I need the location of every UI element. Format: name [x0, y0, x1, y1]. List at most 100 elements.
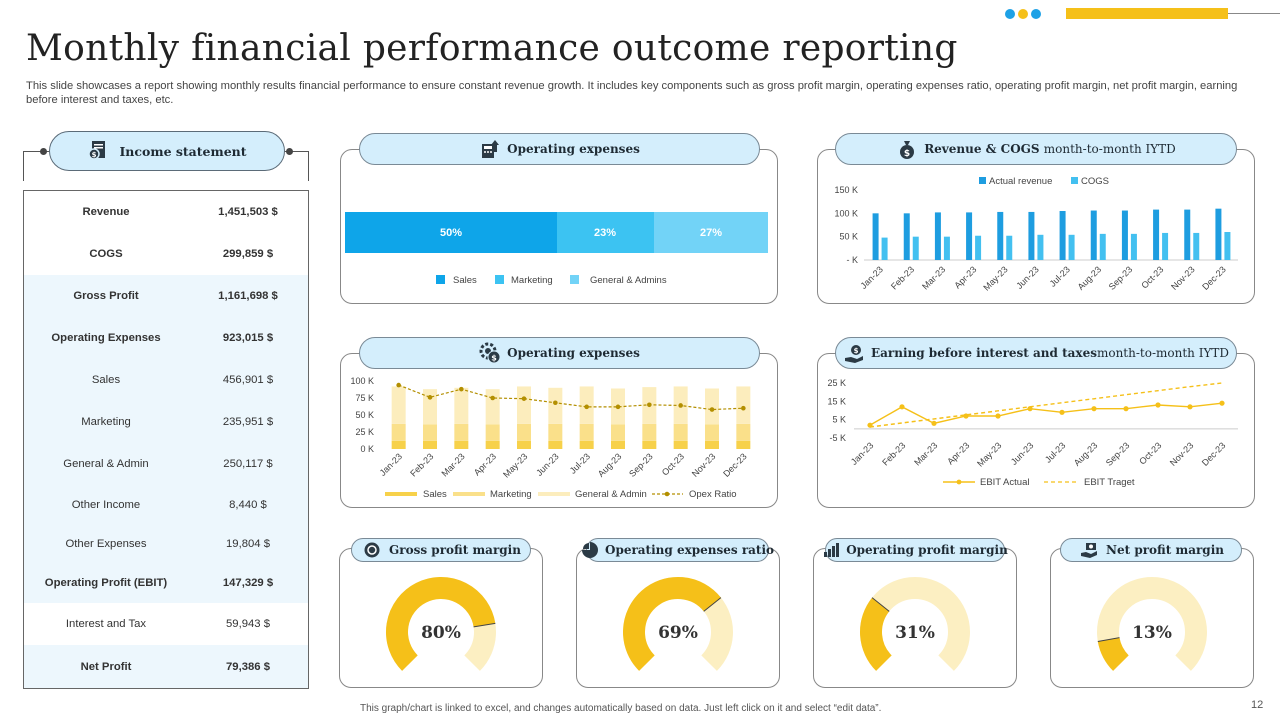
- opex-bar-segment-sales: [705, 440, 719, 449]
- y-tick-label: 15 K: [827, 396, 846, 406]
- y-tick-label: -5 K: [829, 433, 846, 443]
- legend-opex-ratio-marker: [664, 491, 670, 497]
- opex-ratio-header: Operating expenses ratio: [581, 538, 774, 562]
- deco-dot-1: [1005, 9, 1015, 19]
- table-row-value: 456,901 $: [222, 374, 274, 386]
- op-margin-panel: [813, 548, 1017, 688]
- opex-ratio-line: [398, 384, 744, 411]
- table-row-label: COGS: [89, 248, 123, 260]
- svg-text:$: $: [92, 151, 97, 159]
- donut-value-arc: [386, 577, 496, 671]
- deco-dot-2: [1018, 9, 1028, 19]
- opex-bar-segment-general: [391, 386, 406, 424]
- ebit-actual-point: [931, 420, 937, 426]
- table-row-value: 1,161,698 $: [218, 290, 278, 302]
- revenue-cogs-bar-cogs: [1037, 234, 1044, 260]
- table-row-shade: [24, 317, 308, 359]
- opex-bar-segment-marketing: [736, 423, 751, 441]
- income-statement-title: Income statement: [119, 143, 247, 159]
- table-row-label: Other Expenses: [65, 538, 147, 550]
- opex-ratio-panel: [576, 548, 780, 688]
- legend-marketing: Marketing: [511, 275, 553, 286]
- opex-ratio-point: [584, 404, 589, 410]
- revenue-cogs-bar-cogs: [1162, 232, 1169, 260]
- revenue-cogs-bar-revenue: [966, 212, 973, 260]
- legend-general: General & Admin: [575, 489, 647, 500]
- opex-ratio-point: [521, 396, 527, 401]
- revenue-cogs-bar-revenue: [1184, 209, 1191, 260]
- table-row-value: 235,951 $: [222, 416, 274, 428]
- y-tick-label: 25 K: [827, 378, 846, 388]
- x-tick-label: Nov-23: [1169, 264, 1197, 292]
- ebit-title: Earning before interest and taxes: [870, 346, 1097, 360]
- opex-share-header: Operating expenses: [359, 133, 760, 165]
- y-tick-label: 100 K: [834, 208, 858, 218]
- table-row-label: Gross Profit: [73, 290, 139, 302]
- table-row-label: Marketing: [81, 416, 131, 428]
- x-tick-label: Apr-23: [472, 451, 498, 477]
- svg-text:$: $: [904, 149, 910, 159]
- gross-margin-header: Gross profit margin: [351, 538, 531, 562]
- x-tick-label: Jun-23: [534, 451, 561, 478]
- ebit-panel: [817, 353, 1255, 508]
- opex-bar-segment-marketing: [673, 423, 688, 441]
- table-row-label: Other Income: [71, 499, 141, 511]
- opex-ratio-title: Operating expenses ratio: [604, 543, 775, 557]
- table-row-shade: [24, 275, 308, 317]
- opex-bar-segment-sales: [548, 440, 563, 449]
- revenue-cogs-bar-revenue: [903, 213, 910, 260]
- x-tick-label: Jul-23: [568, 451, 592, 475]
- revenue-cogs-panel: [817, 149, 1255, 304]
- x-tick-label: Jan-23: [849, 440, 876, 467]
- table-row-shade: [24, 485, 308, 525]
- net-margin-panel: [1050, 548, 1254, 688]
- net-margin-donut: 13%: [1097, 577, 1207, 671]
- y-tick-label: 50 K: [355, 410, 374, 420]
- x-tick-label: Feb-23: [889, 264, 916, 291]
- table-row-shade: [24, 401, 308, 443]
- table-row-value: 147,329 $: [222, 577, 274, 589]
- net-margin-title: Net profit margin: [1106, 543, 1224, 557]
- donut-value-marker: [1097, 637, 1120, 642]
- revenue-cogs-bar-cogs: [975, 235, 982, 260]
- table-row-shade: [24, 525, 308, 563]
- table-row-label: General & Admin: [63, 458, 149, 470]
- x-tick-label: Apr-23: [945, 440, 971, 466]
- donut-value-marker: [473, 622, 496, 628]
- opex-bar-segment-sales: [391, 440, 406, 449]
- donut-track: [1097, 577, 1207, 671]
- opex-bar-segment-marketing: [548, 423, 563, 441]
- ebit-actual-point: [1123, 406, 1129, 412]
- svg-text:$: $: [854, 347, 859, 355]
- table-row: Gross Profit 1,161,698 $: [24, 275, 308, 317]
- revenue-cogs-header: $ Revenue & COGS month-to-month IYTD: [835, 133, 1237, 165]
- net-margin-header: Net profit margin: [1060, 538, 1242, 562]
- ebit-actual-point: [1059, 409, 1065, 415]
- opex-monthly-title: Operating expenses: [507, 346, 640, 360]
- legend-sales: Sales: [453, 275, 477, 286]
- opex-share-label-sales: 50%: [440, 227, 462, 239]
- hand-money-icon: $: [843, 342, 865, 364]
- legend-swatch-revenue: [979, 177, 986, 184]
- table-row: COGS 299,859 $: [24, 233, 308, 275]
- legend-ebit-actual-marker: [956, 479, 962, 485]
- opex-bar-segment-sales: [736, 440, 751, 449]
- revenue-cogs-bar-revenue: [872, 213, 879, 260]
- donut-value-label: 80%: [421, 623, 461, 643]
- ebit-actual-line: [869, 402, 1223, 426]
- opex-bar-segment-sales: [673, 440, 688, 449]
- table-row-value: 8,440 $: [229, 499, 267, 511]
- y-tick-label: 50 K: [839, 232, 858, 242]
- x-tick-label: Sep-23: [1107, 264, 1135, 292]
- opex-ratio-point: [678, 403, 683, 408]
- x-tick-label: Oct-23: [1137, 440, 1163, 466]
- opex-bar-segment-general: [705, 388, 719, 425]
- opex-monthly-chart: 100 K 75 K 50 K 25 K 0 K Jan-23 Feb-23 Mar-23 Ap…: [350, 376, 751, 500]
- opex-bar-segment-general: [736, 386, 751, 424]
- donut-value-marker: [871, 597, 890, 612]
- x-tick-label: May-23: [975, 440, 1003, 468]
- opex-ratio-donut: 69%: [623, 577, 733, 671]
- opex-bar-segment-sales: [611, 440, 625, 449]
